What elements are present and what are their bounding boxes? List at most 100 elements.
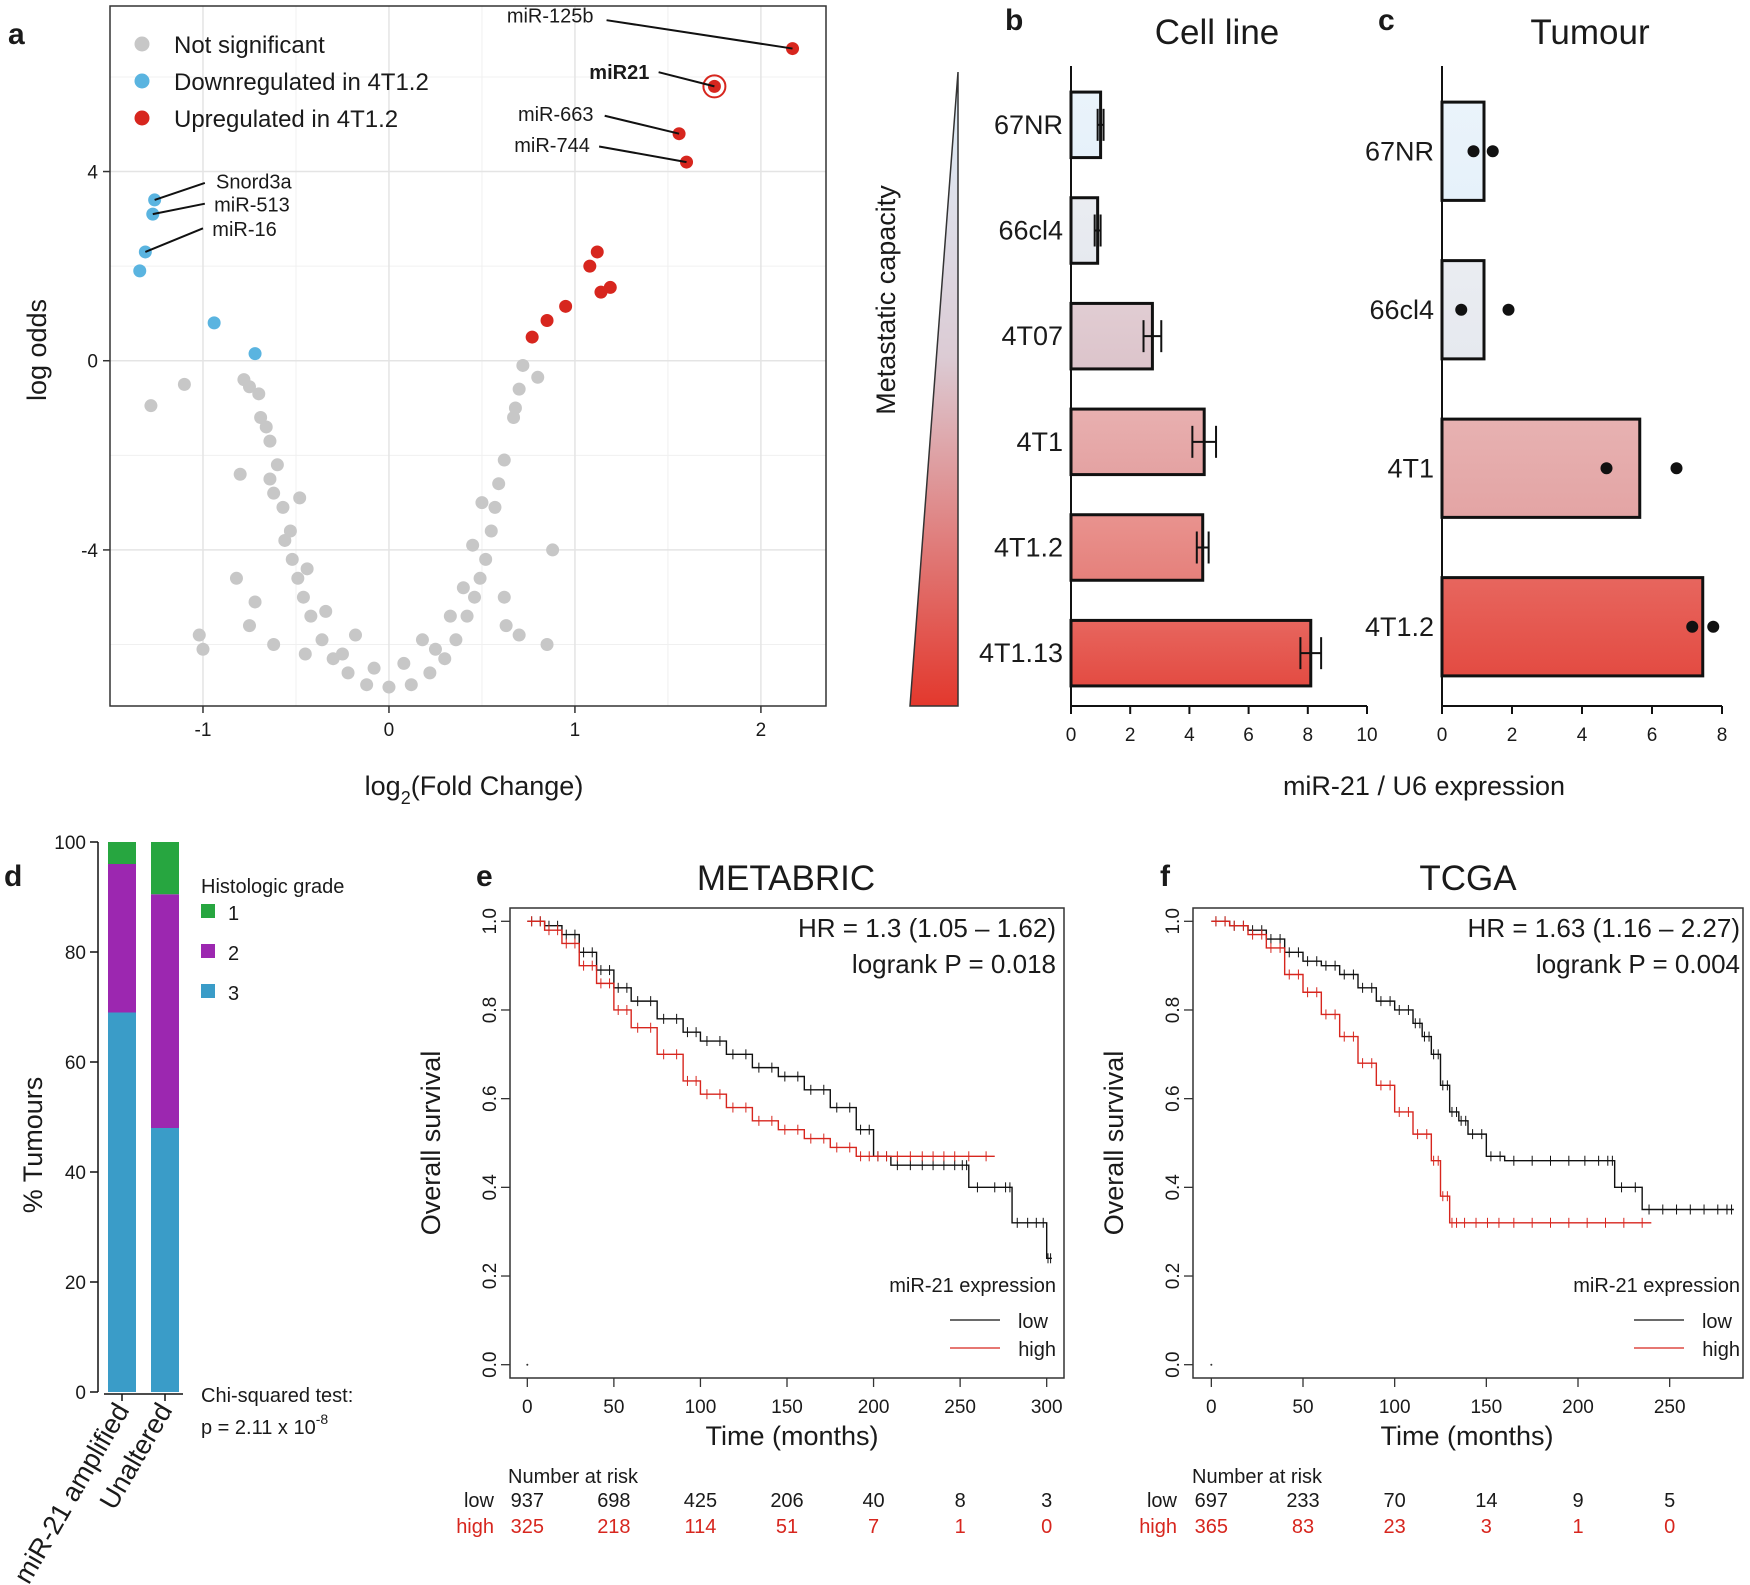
km-x-tick-label: 50 [1292, 1397, 1313, 1418]
panel-label-d: d [4, 860, 22, 893]
risk-count-high: 365 [1195, 1516, 1228, 1538]
replicate-dot [1670, 462, 1683, 475]
risk-count-high: 1 [1572, 1516, 1583, 1538]
x-tick-label: 2 [1125, 725, 1136, 746]
volcano-point [341, 666, 355, 680]
volcano-point [428, 642, 442, 656]
tcga-pvalue: logrank P = 0.004 [1536, 949, 1740, 979]
risk-count-low: 8 [955, 1490, 966, 1512]
annotation-mir-125b: miR-125b [507, 5, 594, 27]
km-y-tick-label: 1.0 [480, 908, 501, 934]
annotation-mir21: miR21 [589, 62, 649, 84]
risk-count-low: 5 [1664, 1490, 1675, 1512]
volcano-point [590, 245, 604, 259]
volcano-point [367, 661, 381, 675]
x-tick-label: 0 [1066, 725, 1077, 746]
tcga-frame [1192, 907, 1744, 1379]
bar-66cl4 [1069, 196, 1100, 265]
volcano-y-tick-label: -4 [81, 541, 98, 562]
legend-label-upregulated: Upregulated in 4T1.2 [174, 106, 398, 133]
annotation-leader-line [658, 71, 715, 88]
legend-label-downregulated: Downregulated in 4T1.2 [174, 69, 429, 96]
risk-count-high: 114 [684, 1516, 716, 1538]
d-y-tick-label: 0 [75, 1383, 86, 1404]
annotation-leader-line [152, 202, 206, 216]
legend-swatch-grade3 [201, 984, 215, 998]
stacked-segment-grade-3 [151, 1128, 179, 1392]
chi-squared-p: p = 2.11 x 10-8 [201, 1411, 328, 1439]
risk-count-low: 70 [1384, 1490, 1406, 1512]
annotation-snord3a: Snord3a [216, 171, 292, 193]
category-label: 67NR [994, 110, 1063, 140]
volcano-point [291, 571, 305, 585]
volcano-point [531, 370, 545, 384]
grade-legend: 1 2 3 [201, 903, 239, 1005]
x-tick-label: 4 [1577, 725, 1588, 746]
risk-count-low: 40 [862, 1490, 884, 1512]
replicate-dot [1486, 145, 1499, 158]
metabric-frame [509, 907, 1065, 1379]
category-label: 4T1 [1016, 427, 1063, 457]
legend-label-grade2: 2 [228, 943, 239, 965]
tcga-legend-low: low [1702, 1311, 1733, 1333]
km-y-tick-label: 0.2 [1163, 1263, 1184, 1289]
category-label: 4T07 [1001, 321, 1063, 351]
tcga-title: TCGA [1419, 859, 1517, 898]
volcano-point [267, 486, 281, 500]
km-y-tick-label: 0.2 [480, 1263, 501, 1289]
metabric-pvalue: logrank P = 0.018 [852, 949, 1056, 979]
stacked-segment-grade-2 [108, 864, 136, 1013]
volcano-point [540, 314, 554, 328]
volcano-point [499, 619, 513, 633]
risk-count-high: 0 [1041, 1516, 1052, 1538]
km-origin-dot [1210, 1363, 1213, 1366]
risk-count-low: 14 [1475, 1490, 1497, 1512]
annotation-mir-16: miR-16 [212, 219, 276, 241]
metastatic-capacity-wedge [909, 71, 959, 707]
panel-label-e: e [476, 860, 493, 893]
volcano-point [259, 420, 273, 434]
metabric-legend-low: low [1018, 1311, 1049, 1333]
annotation-mir-744: miR-744 [514, 135, 590, 157]
km-y-tick-label: 1.0 [1163, 908, 1184, 934]
legend-label-grade3: 3 [228, 983, 239, 1005]
volcano-point [525, 330, 539, 344]
annotation-leader-line [144, 227, 204, 253]
volcano-point [443, 609, 457, 623]
legend-swatch-upregulated [134, 110, 150, 126]
stacked-segment-grade-1 [108, 842, 136, 864]
metabric-km-plot: METABRIC 0 50 100 150 200 250 300 0.0 0.2 0.4 0.6 0… [416, 859, 1065, 1538]
stacked-segment-grade-3 [108, 1012, 136, 1392]
volcano-point [283, 524, 297, 538]
tcga-legend-high: high [1702, 1339, 1740, 1361]
legend-label-not_significant: Not significant [174, 32, 325, 59]
volcano-point [278, 533, 292, 547]
volcano-x-tick-label: 1 [570, 720, 581, 741]
volcano-point [460, 609, 474, 623]
volcano-point [473, 571, 487, 585]
metabric-y-label: Overall survival [416, 1051, 446, 1236]
annotation-leader-line [598, 145, 687, 164]
volcano-point [540, 638, 554, 652]
metastatic-capacity-label: Metastatic capacity [871, 185, 901, 415]
risk-count-high: 0 [1664, 1516, 1675, 1538]
metabric-title: METABRIC [697, 859, 875, 898]
volcano-point [335, 647, 349, 661]
volcano-legend: Not significant Downregulated in 4T1.2 Upr… [134, 32, 429, 133]
volcano-point [583, 259, 597, 273]
risk-count-high: 23 [1384, 1516, 1406, 1538]
d-y-tick-label: 20 [65, 1273, 86, 1294]
tcga-risk-title: Number at risk [1192, 1466, 1323, 1488]
km-y-tick-label: 0.4 [1163, 1174, 1184, 1201]
km-curve-high [527, 920, 995, 1157]
volcano-point [296, 590, 310, 604]
legend-swatch-grade1 [201, 904, 215, 918]
risk-count-high: 218 [597, 1516, 630, 1538]
replicate-dot [1686, 620, 1699, 633]
x-tick-label: 2 [1507, 725, 1518, 746]
d-y-tick-label: 80 [65, 943, 86, 964]
volcano-point [300, 562, 314, 576]
replicate-dot [1600, 462, 1613, 475]
